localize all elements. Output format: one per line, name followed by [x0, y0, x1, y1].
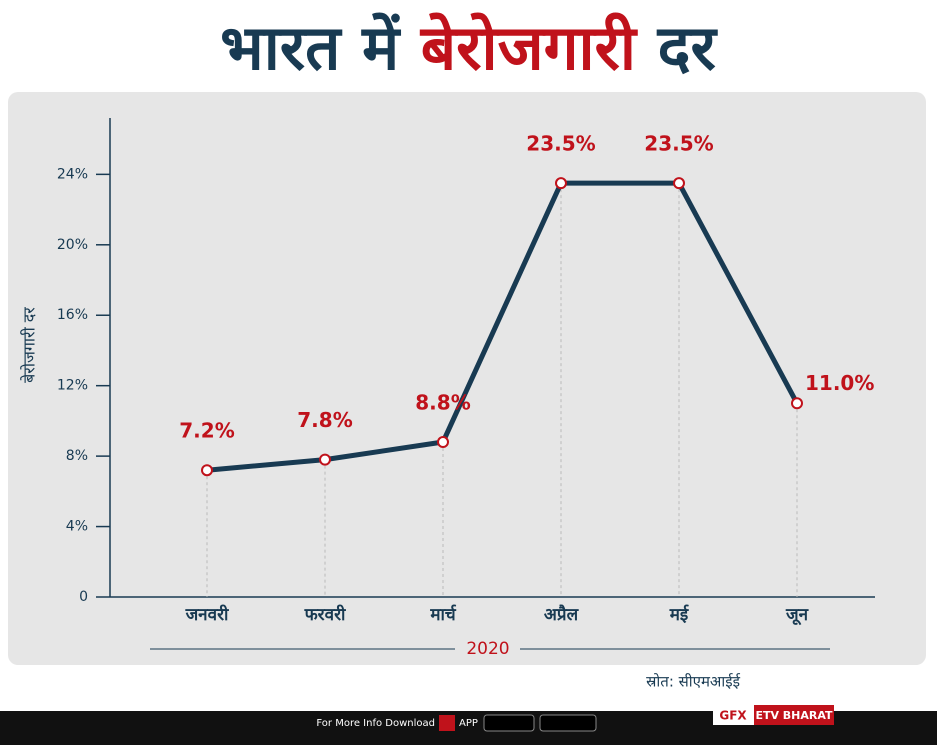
footer-text: APP: [459, 718, 478, 729]
app-icon: [439, 715, 455, 731]
x-axis-label: 2020: [466, 639, 509, 659]
x-tick-label: मई: [669, 604, 690, 625]
gfx-box: [713, 705, 754, 725]
title-part: दर: [657, 11, 719, 84]
x-tick-label: जनवरी: [185, 604, 229, 625]
gfx-label: GFX: [719, 709, 747, 723]
value-label: 8.8%: [415, 391, 470, 415]
title-part: बेरोजगारी: [420, 11, 638, 84]
brand-box: [754, 705, 834, 725]
line: [206, 180, 800, 473]
x-tick-label: अप्रैल: [544, 604, 580, 625]
value-label: 11.0%: [805, 371, 874, 395]
y-tick-label: 20%: [57, 237, 88, 253]
y-tick-label: 8%: [66, 448, 88, 464]
point: [791, 397, 803, 410]
x-tick-label: जून: [785, 605, 809, 626]
y-tick-label: 16%: [57, 307, 88, 323]
point: [437, 436, 449, 449]
title-part: भारत में: [220, 11, 401, 84]
y-axis-label: बेरोजगारी दर: [20, 307, 39, 383]
brand-label: ETV BHARAT: [755, 709, 833, 722]
point: [319, 453, 331, 466]
y-tick-label: 12%: [57, 378, 88, 394]
y-tick-label: 4%: [66, 519, 88, 535]
x-tick-label: मार्च: [429, 604, 457, 625]
store-badge[interactable]: [483, 714, 535, 732]
value-label: 23.5%: [644, 132, 713, 156]
footer-text: For More Info Download: [316, 718, 435, 729]
y-tick-label: 24%: [57, 166, 88, 182]
point: [201, 464, 213, 477]
store-badge[interactable]: [539, 714, 597, 732]
y-tick-label: 0: [79, 589, 88, 605]
title: भारत में बेरोजगारी दर: [220, 11, 718, 84]
value-label: 7.2%: [179, 419, 234, 443]
point: [673, 177, 685, 190]
source: स्रोत: सीएमआईई: [646, 673, 741, 691]
value-label: 23.5%: [526, 132, 595, 156]
chart-panel: [8, 92, 926, 665]
point: [555, 177, 567, 190]
value-label: 7.8%: [297, 408, 352, 432]
x-tick-label: फरवरी: [304, 604, 346, 625]
